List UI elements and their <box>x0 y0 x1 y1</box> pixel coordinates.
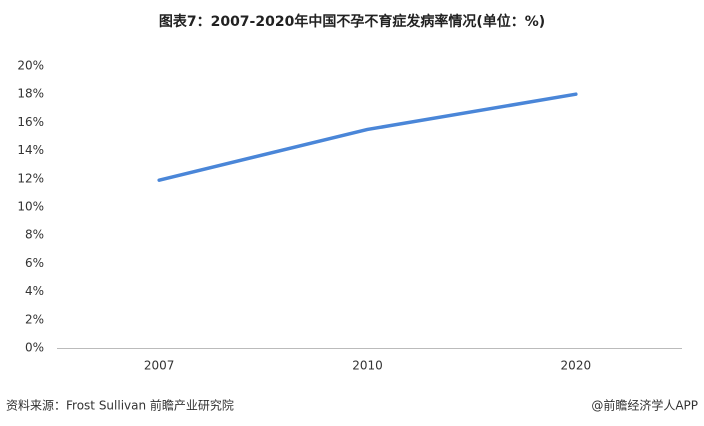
chart-title: 图表7：2007-2020年中国不孕不育症发病率情况(单位：%) <box>159 13 545 30</box>
y-tick-label: 8% <box>25 228 44 242</box>
y-tick-label: 0% <box>25 341 44 355</box>
x-tick-label: 2007 <box>144 359 175 373</box>
x-tick-label: 2020 <box>561 359 592 373</box>
x-tick-label: 2010 <box>352 359 383 373</box>
source: 资料来源：Frost Sullivan 前瞻产业研究院 <box>6 398 234 413</box>
y-tick-label: 18% <box>17 87 44 101</box>
y-tick-label: 6% <box>25 256 44 270</box>
y-tick-label: 4% <box>25 284 44 298</box>
y-tick-label: 12% <box>17 171 44 185</box>
y-tick-label: 20% <box>17 59 44 73</box>
y-tick-label: 2% <box>25 312 44 326</box>
y-tick-label: 14% <box>17 143 44 157</box>
y-tick-label: 16% <box>17 115 44 129</box>
credit: @前瞻经济学人APP <box>591 398 698 413</box>
y-tick-label: 10% <box>17 200 44 214</box>
line <box>157 92 578 182</box>
